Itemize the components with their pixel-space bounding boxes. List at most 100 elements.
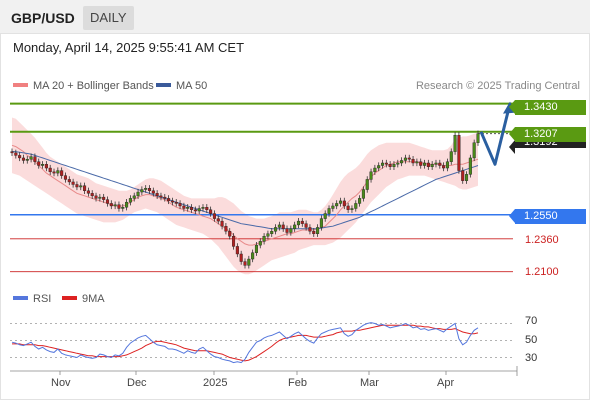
candle-body — [430, 164, 434, 167]
rsi-swatch — [13, 296, 28, 301]
timeframe-badge[interactable]: DAILY — [83, 6, 134, 30]
candle-body — [75, 184, 79, 188]
candle-body — [373, 167, 377, 173]
month-label-2025: 2025 — [203, 377, 228, 389]
candle-body — [147, 188, 152, 191]
candle-body — [442, 165, 446, 169]
resistance-1-value: 1.3207 — [524, 128, 558, 140]
candle-body — [468, 157, 472, 175]
candle-body — [94, 195, 98, 199]
candle-body — [25, 158, 29, 161]
candle-body — [60, 170, 64, 176]
candle-body — [262, 236, 266, 242]
candle-body — [235, 246, 239, 255]
candle-body — [289, 228, 293, 233]
candle-body — [453, 134, 457, 152]
resistance-2-value: 1.3430 — [524, 101, 558, 113]
support-2-label: 1.2100 — [525, 266, 559, 278]
candle-body — [472, 142, 476, 159]
candle-body — [63, 175, 68, 180]
candle-body — [396, 162, 400, 165]
candle-body — [37, 161, 41, 166]
candle-body — [335, 203, 339, 207]
candle-body — [186, 207, 190, 209]
candle-body — [312, 231, 316, 234]
candle-body — [86, 190, 90, 194]
candle-body — [380, 162, 385, 166]
candle-body — [361, 189, 365, 199]
legend-rsi: RSI — [13, 293, 51, 305]
candle-body — [151, 190, 155, 194]
candle-body — [132, 195, 136, 199]
candle-body — [193, 209, 197, 212]
candle-body — [285, 228, 289, 233]
candle-body — [220, 220, 224, 227]
candle-body — [125, 201, 129, 208]
candle-body — [239, 253, 243, 262]
candle-body — [304, 223, 308, 228]
candle-body — [209, 209, 213, 214]
candle-body — [365, 179, 369, 190]
candle-body — [18, 155, 22, 159]
ma20-swatch — [13, 83, 28, 88]
candle-body — [155, 193, 159, 197]
candle-body — [212, 213, 216, 219]
candle-body — [140, 189, 144, 193]
candle-body — [205, 207, 209, 210]
candle-body — [293, 224, 297, 229]
candle-body — [83, 185, 87, 191]
candle-body — [167, 198, 171, 202]
symbol-title: GBP/USD — [11, 10, 75, 26]
candle-body — [44, 164, 48, 169]
candle-body — [10, 151, 14, 154]
candle-body — [41, 164, 45, 166]
ma20-label: MA 20 + Bollinger Bands — [33, 80, 154, 92]
candle-body — [258, 241, 262, 246]
candle-body — [14, 152, 18, 156]
candle-body — [457, 134, 461, 171]
candle-body — [400, 160, 404, 164]
candle-body — [274, 227, 278, 232]
candle-body — [323, 213, 327, 219]
candle-body — [308, 227, 312, 232]
candle-body — [29, 156, 33, 160]
candle-body — [189, 207, 194, 210]
resistance-1-tag: 1.3207 — [509, 127, 586, 142]
candle-body — [67, 179, 71, 183]
candle-body — [316, 227, 320, 234]
candle-body — [163, 196, 167, 199]
candle-body — [201, 207, 205, 209]
candle-body — [109, 203, 113, 207]
candle-body — [384, 162, 388, 165]
candle-body — [136, 191, 140, 197]
candle-body — [71, 181, 75, 185]
candle-body — [228, 231, 232, 237]
candle-body — [350, 208, 354, 210]
ma50-swatch — [156, 83, 171, 88]
candle-body — [117, 204, 121, 209]
candle-body — [105, 199, 110, 204]
candle-body — [434, 162, 438, 165]
candle-body — [277, 224, 281, 228]
candle-body — [144, 188, 148, 190]
candle-body — [216, 218, 220, 222]
candle-body — [224, 225, 228, 232]
candle-body — [407, 157, 411, 160]
pivot-tag: 1.2550 — [509, 209, 586, 224]
candle-body — [422, 162, 427, 166]
candle-body — [415, 161, 419, 164]
candle-body — [52, 171, 56, 174]
candle-body — [346, 205, 350, 210]
support-1-label: 1.2360 — [525, 234, 559, 246]
candle-body — [102, 196, 106, 200]
candle-body — [426, 162, 430, 167]
month-label-dec: Dec — [127, 377, 147, 389]
forecast-arrow — [479, 103, 512, 166]
candle-body — [411, 158, 415, 164]
candle-body — [113, 204, 117, 207]
candle-body — [174, 201, 178, 204]
candle-body — [170, 200, 174, 203]
rsi-line — [11, 322, 479, 364]
candle-body — [178, 203, 182, 207]
